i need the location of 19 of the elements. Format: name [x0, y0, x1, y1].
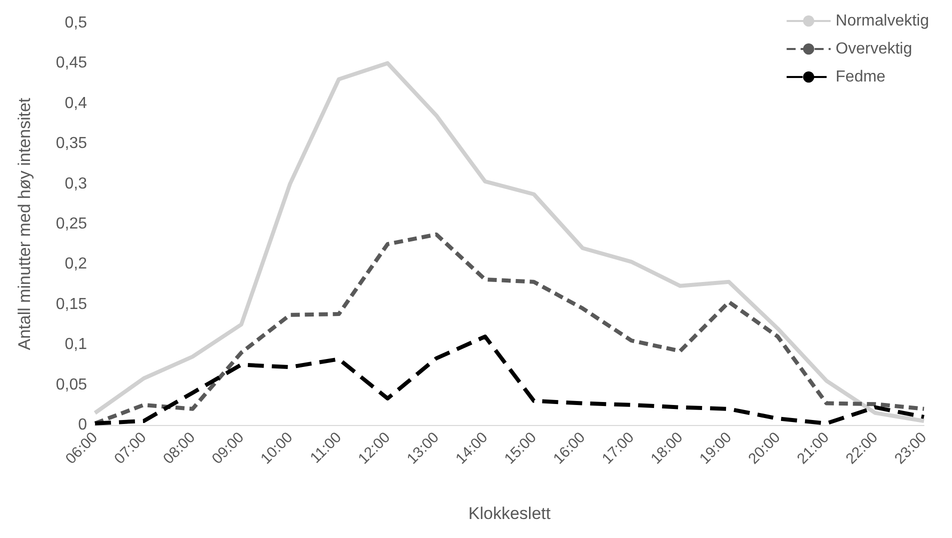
line-series	[93, 334, 926, 426]
y-tick-label: 0,5	[64, 14, 88, 32]
y-tick-label: 0	[78, 416, 88, 434]
y-tick-label: 0,2	[64, 256, 88, 273]
line-series	[93, 61, 926, 423]
y-axis-title: Antall minutter med høy intensitet	[15, 98, 34, 350]
line-series	[93, 232, 926, 426]
y-tick-label: 0,15	[56, 296, 88, 313]
legend-label: Normalvektig	[836, 12, 929, 30]
y-tick-label: 0,05	[56, 376, 88, 394]
y-tick-label: 0,25	[56, 216, 88, 232]
y-tick-label: 0,35	[56, 135, 88, 152]
y-tick-label: 0,45	[56, 54, 88, 72]
legend-label: Overvektig	[836, 40, 912, 58]
y-tick-label: 0,1	[64, 336, 88, 354]
x-axis-title: Klokkeslett	[468, 504, 551, 523]
y-tick-label: 0,3	[64, 175, 88, 192]
y-tick-label: 0,4	[64, 94, 88, 112]
legend-label: Fedme	[836, 68, 886, 86]
